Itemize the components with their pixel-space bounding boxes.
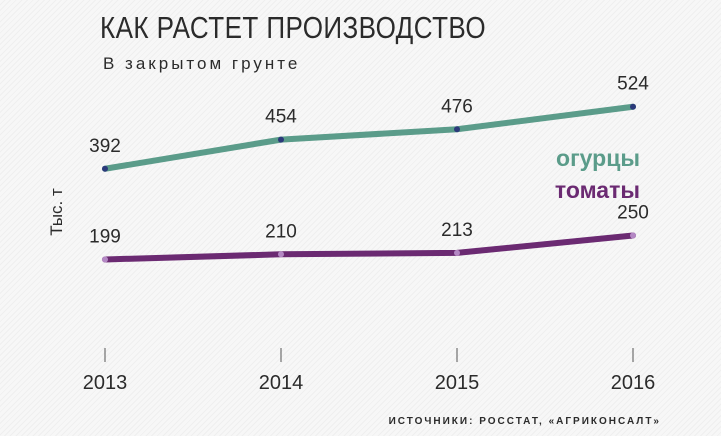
x-tick-label-2015: 2015 [435,372,480,394]
data-label-1-2016: 250 [617,203,649,224]
data-point-0-2016 [630,103,636,110]
y-axis-label: Тыс. т [47,188,66,236]
data-label-0-2015: 476 [441,96,473,117]
data-point-0-2015 [454,126,460,133]
data-label-0-2013: 392 [89,136,121,157]
series-layer [102,103,636,263]
data-point-1-2015 [454,249,460,256]
x-tick-label-2014: 2014 [259,372,304,394]
data-labels: 392 454 476 524 199 210 213 250 [89,74,649,248]
data-label-1-2015: 213 [441,220,473,241]
x-tick-label-2016: 2016 [611,372,656,394]
data-point-0-2013 [102,165,108,172]
chart-title: КАК РАСТЕТ ПРОИЗВОДСТВО [100,10,487,45]
legend-tomatoes: томаты [555,177,640,203]
data-point-1-2013 [102,256,108,263]
data-label-1-2014: 210 [265,221,297,242]
data-point-1-2014 [278,251,284,258]
legend-cucumbers: огурцы [556,145,640,171]
data-label-1-2013: 199 [89,226,121,247]
data-label-0-2016: 524 [617,74,649,95]
source-note: ИСТОЧНИКИ: РОССТАТ, «АГРИКОНСАЛТ» [388,416,661,427]
data-point-1-2016 [630,232,636,239]
data-label-0-2014: 454 [265,107,297,128]
x-tick-label-2013: 2013 [83,372,128,394]
series-line-0 [102,103,636,172]
data-point-0-2014 [278,136,284,143]
series-line-1 [102,232,636,263]
x-axis: 2013 2014 2015 2016 [83,348,656,394]
chart-subtitle: В закрытом грунте [103,54,301,73]
